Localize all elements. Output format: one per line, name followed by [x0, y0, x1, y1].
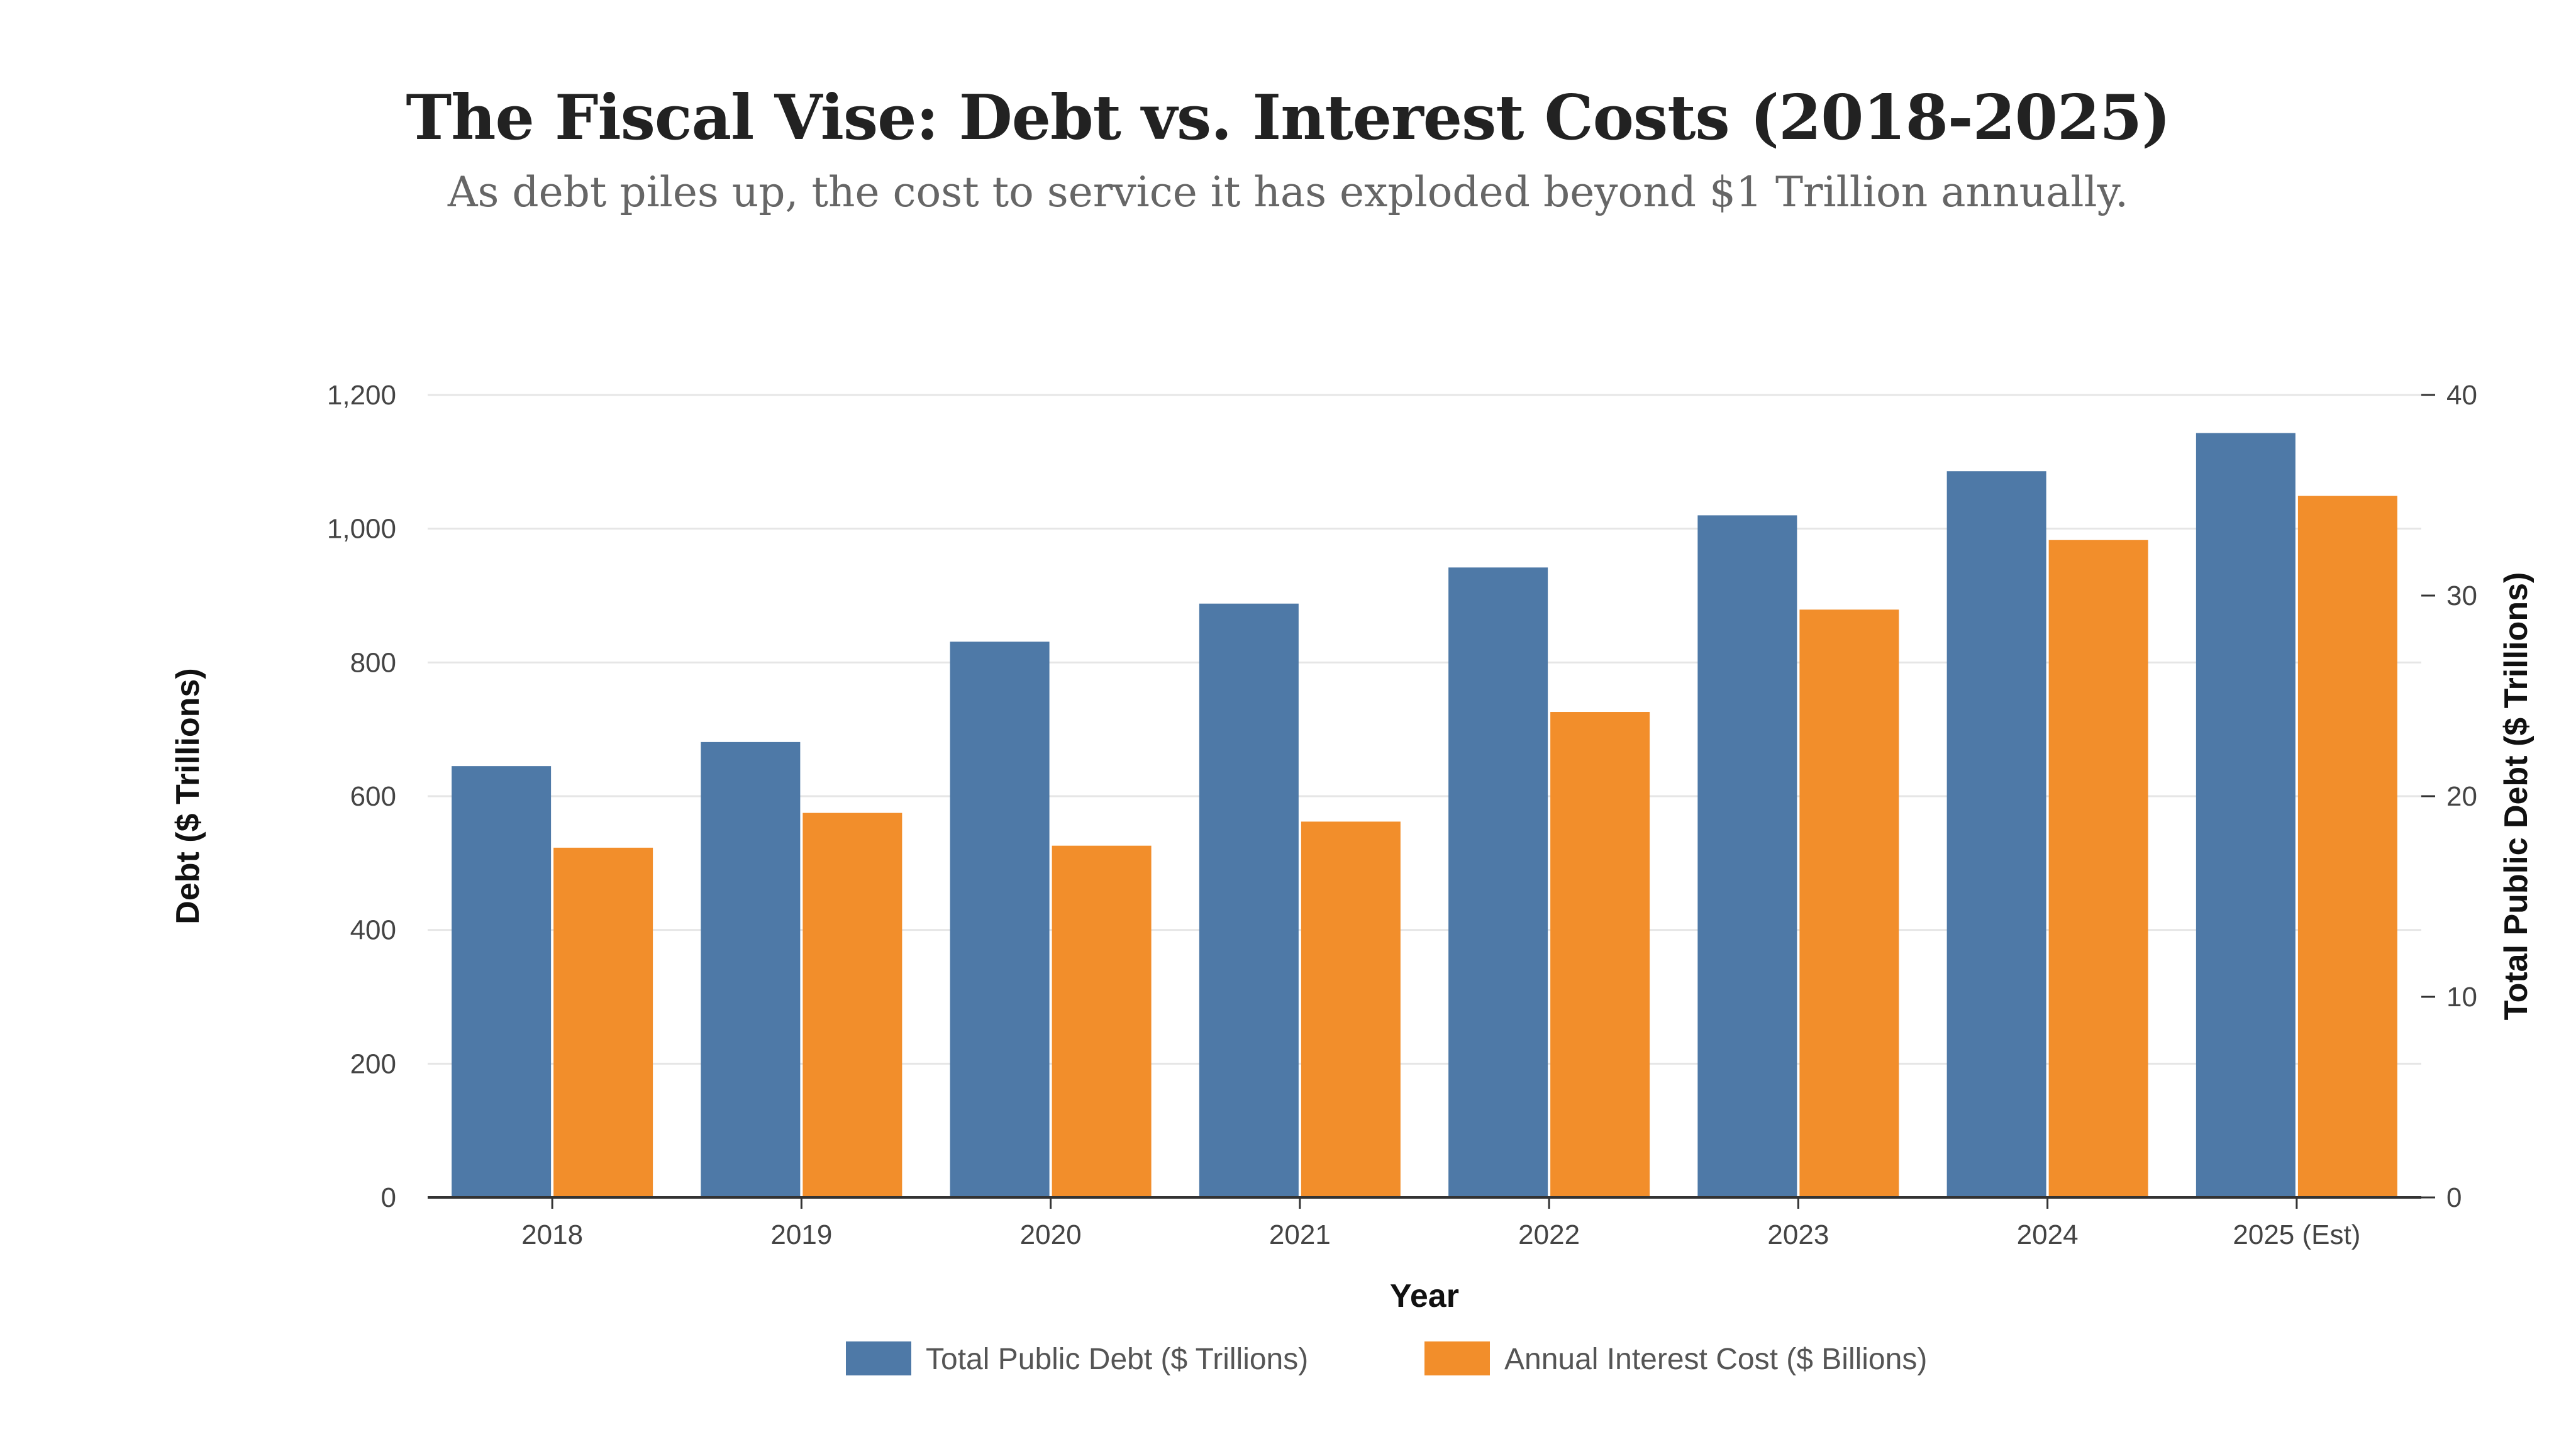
bar-total-public-debt [950, 641, 1050, 1197]
y-tick-label-right: 0 [2446, 1182, 2462, 1213]
y-tick-label-left: 0 [381, 1182, 396, 1213]
bar-total-public-debt [1448, 567, 1548, 1197]
bar-total-public-debt [2196, 433, 2296, 1197]
x-tick-label: 2024 [2017, 1219, 2079, 1250]
x-tick-label: 2025 (Est) [2233, 1219, 2360, 1250]
bar-annual-interest-cost [2297, 496, 2397, 1197]
bar-total-public-debt [452, 766, 552, 1197]
bar-annual-interest-cost [1799, 609, 1899, 1197]
chart-title: The Fiscal Vise: Debt vs. Interest Costs… [406, 82, 2170, 154]
legend-swatch-debt [846, 1341, 911, 1375]
bar-annual-interest-cost [1301, 821, 1401, 1197]
bar-annual-interest-cost [2048, 540, 2148, 1197]
bar-total-public-debt [1946, 471, 2046, 1197]
y-axis-title-left: Debt ($ Trillions) [170, 668, 206, 924]
bar-annual-interest-cost [802, 813, 902, 1197]
x-tick-label: 2023 [1767, 1219, 1829, 1250]
y-tick-label-right: 40 [2446, 380, 2477, 411]
y-tick-label-left: 200 [350, 1048, 396, 1079]
bar-total-public-debt [701, 741, 801, 1197]
x-tick-label: 2022 [1518, 1219, 1580, 1250]
y-tick-label-right: 10 [2446, 982, 2477, 1013]
legend-swatch-interest [1424, 1341, 1490, 1375]
x-axis-title: Year [1390, 1278, 1459, 1314]
x-tick-label: 2019 [770, 1219, 832, 1250]
x-tick-label: 2018 [521, 1219, 583, 1250]
chart-subtitle: As debt piles up, the cost to service it… [447, 168, 2129, 216]
y-tick-label-left: 400 [350, 915, 396, 946]
legend-label-debt: Total Public Debt ($ Trillions) [926, 1343, 1308, 1376]
y-tick-label-left: 800 [350, 647, 396, 678]
bar-annual-interest-cost [1550, 712, 1650, 1197]
y-axis-title-right: Total Public Debt ($ Trillions) [2498, 572, 2534, 1021]
y-tick-label-left: 600 [350, 781, 396, 812]
y-tick-label-left: 1,200 [327, 380, 396, 411]
bar-annual-interest-cost [1052, 845, 1152, 1197]
y-tick-label-right: 30 [2446, 580, 2477, 611]
legend-label-interest: Annual Interest Cost ($ Billions) [1504, 1343, 1927, 1376]
bar-total-public-debt [1697, 515, 1797, 1197]
bar-total-public-debt [1199, 603, 1299, 1197]
y-tick-label-right: 20 [2446, 781, 2477, 812]
y-tick-label-left: 1,000 [327, 514, 396, 545]
x-tick-label: 2020 [1020, 1219, 1082, 1250]
bar-annual-interest-cost [553, 847, 653, 1197]
x-tick-label: 2021 [1269, 1219, 1331, 1250]
